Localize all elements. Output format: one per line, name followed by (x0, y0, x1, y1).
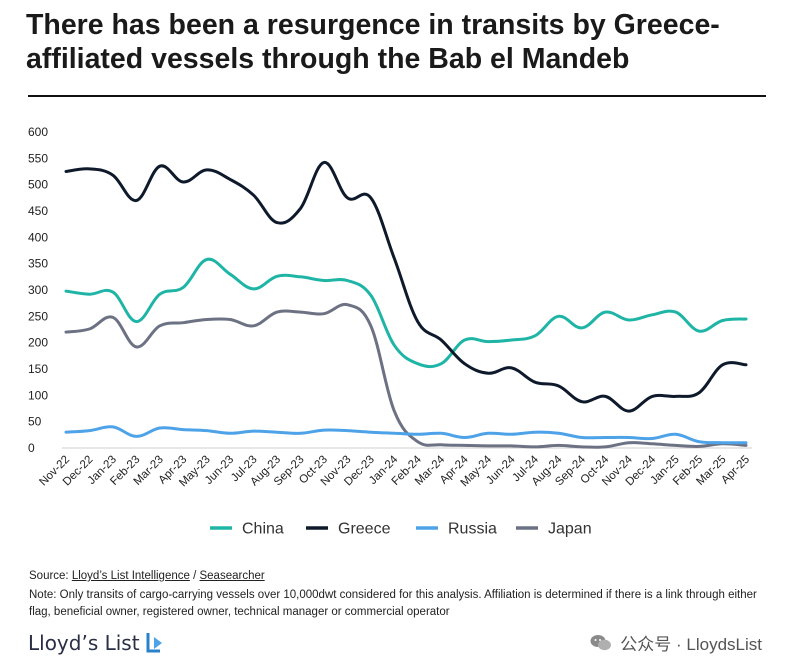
source-separator: / (189, 570, 200, 582)
y-tick-label: 100 (28, 388, 48, 402)
wechat-icon (590, 634, 612, 650)
brand-logo: Lloyd’s List (28, 631, 164, 655)
title-divider (28, 95, 766, 97)
y-tick-label: 500 (28, 178, 48, 192)
source-prefix: Source: (29, 570, 72, 582)
y-tick-label: 0 (28, 441, 35, 455)
y-tick-label: 150 (28, 362, 48, 376)
series-line-greece (64, 161, 748, 413)
legend-label-greece: Greece (338, 521, 391, 538)
chart-title: There has been a resurgence in transits … (26, 9, 720, 75)
x-axis-ticks: Nov-22Dec-22Jan-23Feb-23Mar-23Apr-23May-… (37, 453, 752, 489)
brand-mark-icon (146, 633, 162, 653)
legend-label-russia: Russia (448, 521, 497, 538)
source-line: Source: Lloyd’s List Intelligence / Seas… (29, 570, 265, 582)
y-axis-ticks: 0 50 100 150 200 250 300 350 400 450 500 550 600 (28, 125, 48, 455)
brand-name: Lloyd’s List (28, 631, 140, 655)
y-tick-label: 200 (28, 336, 48, 350)
y-tick-label: 250 (28, 309, 48, 323)
series-line-russia (64, 425, 748, 445)
y-tick-label: 50 (28, 415, 42, 429)
legend-label-japan: Japan (548, 521, 592, 538)
series-line-china (64, 257, 748, 369)
series-lines (64, 161, 748, 449)
y-tick-label: 600 (28, 125, 48, 139)
y-tick-label: 300 (28, 283, 48, 297)
y-tick-label: 550 (28, 151, 48, 165)
legend: China Greece Russia Japan (210, 521, 592, 538)
watermark-text: 公众号 · LloydsList (620, 635, 762, 654)
legend-label-china: China (242, 521, 284, 538)
y-tick-label: 450 (28, 204, 48, 218)
source-link-seasearcher[interactable]: Seasearcher (199, 570, 265, 582)
series-line-japan (64, 302, 748, 449)
chart-note: Note: Only transits of cargo-carrying ve… (29, 589, 757, 618)
line-chart: 0 50 100 150 200 250 300 350 400 450 500 550 600 Nov… (28, 125, 752, 538)
watermark: 公众号 · LloydsList (590, 630, 762, 655)
y-tick-label: 400 (28, 230, 48, 244)
y-tick-label: 350 (28, 257, 48, 271)
source-link-lloyds[interactable]: Lloyd’s List Intelligence (71, 570, 190, 582)
